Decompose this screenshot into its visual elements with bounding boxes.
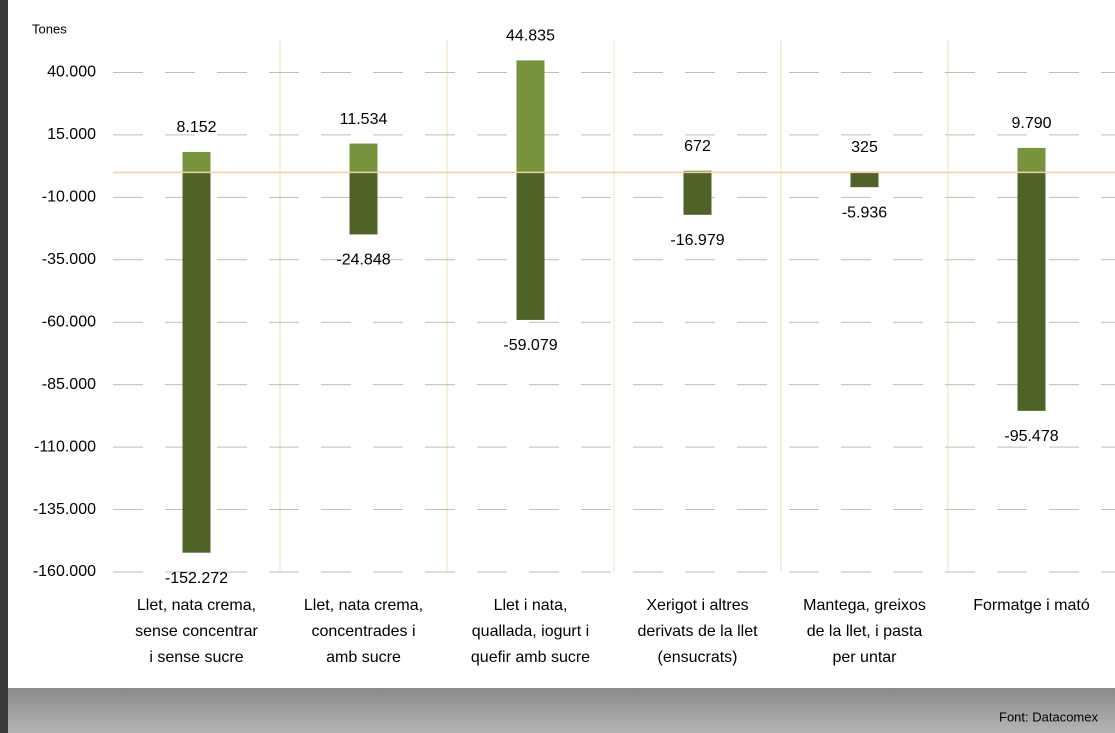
y-tick-label: -160.000 bbox=[33, 563, 96, 580]
bar bbox=[349, 143, 378, 173]
x-tick-label: Llet, nata crema, bbox=[304, 597, 423, 614]
x-tick-label: Llet, nata crema, bbox=[137, 597, 256, 614]
bar bbox=[683, 172, 712, 215]
value-label: 672 bbox=[684, 138, 711, 155]
x-tick-label: quallada, iogurt i bbox=[472, 623, 589, 640]
y-tick-label: -110.000 bbox=[34, 438, 96, 455]
y-tick-label: -10.000 bbox=[42, 189, 96, 206]
y-tick-label: 40.000 bbox=[47, 64, 96, 81]
x-tick-label: quefir amb sucre bbox=[471, 649, 590, 666]
value-label: -152.272 bbox=[165, 570, 228, 587]
x-tick-label: i sense sucre bbox=[149, 649, 243, 666]
value-label: -5.936 bbox=[842, 204, 887, 221]
x-tick-label: Xerigot i altres bbox=[646, 597, 748, 614]
bar bbox=[1017, 172, 1046, 411]
value-label: -24.848 bbox=[336, 252, 390, 269]
bar bbox=[1017, 147, 1046, 173]
bar bbox=[850, 172, 879, 188]
x-tick-label: per untar bbox=[832, 649, 897, 666]
y-tick-label: -35.000 bbox=[42, 251, 96, 268]
y-tick-label: -85.000 bbox=[42, 376, 96, 393]
value-label: -95.478 bbox=[1004, 428, 1058, 445]
value-label: -59.079 bbox=[503, 337, 557, 354]
value-label: 8.152 bbox=[176, 119, 216, 136]
bar bbox=[516, 172, 545, 320]
x-tick-label: (ensucrats) bbox=[657, 649, 737, 666]
value-label: 325 bbox=[851, 139, 878, 156]
x-tick-label: concentrades i bbox=[311, 623, 415, 640]
y-axis-label: Tones bbox=[32, 21, 67, 36]
value-label: -16.979 bbox=[670, 232, 724, 249]
value-label: 44.835 bbox=[506, 28, 555, 45]
x-tick-label: de la llet, i pasta bbox=[807, 623, 923, 640]
bar bbox=[683, 170, 712, 173]
x-tick-label: sense concentrar bbox=[135, 623, 258, 640]
source: Font: Datacomex bbox=[999, 709, 1098, 724]
x-tick-label: Llet i nata, bbox=[494, 597, 568, 614]
value-label: 11.534 bbox=[340, 111, 388, 128]
x-tick-label: derivats de la llet bbox=[637, 623, 758, 640]
x-tick-label: amb sucre bbox=[326, 649, 401, 666]
bar bbox=[182, 172, 211, 553]
footer-band bbox=[8, 688, 1115, 733]
bar bbox=[182, 152, 211, 173]
value-label: 9.790 bbox=[1011, 115, 1051, 132]
bar bbox=[516, 60, 545, 173]
x-tick-label: Mantega, greixos bbox=[803, 597, 926, 614]
bar bbox=[349, 172, 378, 235]
y-tick-label: -135.000 bbox=[33, 501, 96, 518]
y-tick-label: -60.000 bbox=[42, 313, 96, 330]
y-tick-label: 15.000 bbox=[47, 126, 96, 143]
x-tick-label: Formatge i mató bbox=[973, 597, 1090, 614]
